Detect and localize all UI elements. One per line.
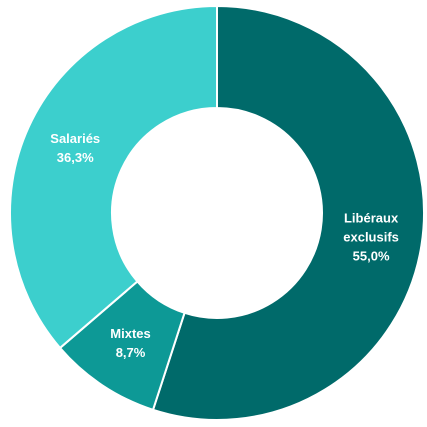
category-label: Salariés xyxy=(50,130,101,146)
donut-slice xyxy=(151,4,425,421)
value-label: 55,0% xyxy=(352,248,390,264)
value-label: 36,3% xyxy=(56,149,94,165)
slice-label: Libéraux exclusifs 55,0% xyxy=(331,209,411,266)
value-label: 8,7% xyxy=(115,344,146,360)
slice-label: Mixtes 8,7% xyxy=(91,324,171,362)
slice-label: Salariés 36,3% xyxy=(35,129,115,167)
category-label: Libéraux exclusifs xyxy=(343,210,399,245)
donut-slice xyxy=(9,4,218,350)
category-label: Mixtes xyxy=(110,325,151,341)
